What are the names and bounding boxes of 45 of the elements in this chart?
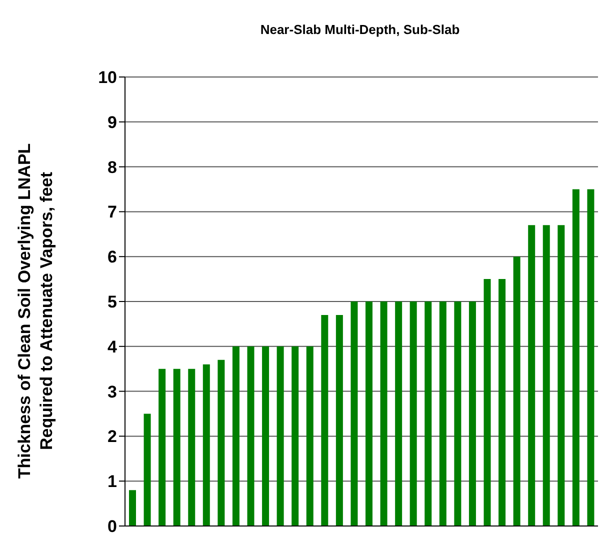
y-tick-label: 0 xyxy=(108,517,117,536)
y-tick-label: 10 xyxy=(98,68,117,88)
chart-title: Near-Slab Multi-Depth, Sub-Slab xyxy=(259,22,461,37)
bar xyxy=(424,302,432,526)
bar xyxy=(292,346,299,526)
bar xyxy=(498,279,506,526)
bar xyxy=(558,225,565,526)
bar xyxy=(513,256,520,526)
y-tick-label: 9 xyxy=(108,112,117,132)
bar xyxy=(454,302,462,526)
bar xyxy=(158,368,166,526)
y-tick-label: 4 xyxy=(108,337,118,356)
bar xyxy=(306,346,314,526)
y-tick-label: 2 xyxy=(108,427,117,446)
bar xyxy=(276,346,284,526)
y-tick-label: 1 xyxy=(108,472,117,492)
bar xyxy=(232,346,240,526)
y-tick-label: 8 xyxy=(108,158,117,177)
bar xyxy=(380,302,388,526)
bar xyxy=(572,189,580,526)
y-tick-label: 6 xyxy=(108,248,117,267)
bar xyxy=(528,225,536,526)
bar xyxy=(484,279,491,526)
bar xyxy=(247,346,254,526)
bar xyxy=(468,302,476,526)
y-tick-label: 3 xyxy=(108,382,117,402)
bar xyxy=(129,490,136,526)
y-tick-label: 7 xyxy=(108,202,117,222)
bar xyxy=(410,302,417,526)
bar xyxy=(202,364,210,526)
bar xyxy=(542,225,550,526)
bar xyxy=(144,414,151,526)
bar xyxy=(395,302,402,526)
bar xyxy=(188,368,196,526)
bar xyxy=(321,314,328,526)
bar xyxy=(173,368,180,526)
bar xyxy=(587,189,594,526)
bar xyxy=(336,314,343,526)
bar xyxy=(439,302,446,526)
bar xyxy=(350,302,358,526)
bar xyxy=(218,360,225,526)
bar xyxy=(262,346,270,526)
bar xyxy=(366,302,372,526)
y-axis-title: Thickness of Clean Soil Overlying LNAPL Required to Attenuate Vapors, feet xyxy=(15,143,56,479)
y-tick-label: 5 xyxy=(108,292,117,312)
